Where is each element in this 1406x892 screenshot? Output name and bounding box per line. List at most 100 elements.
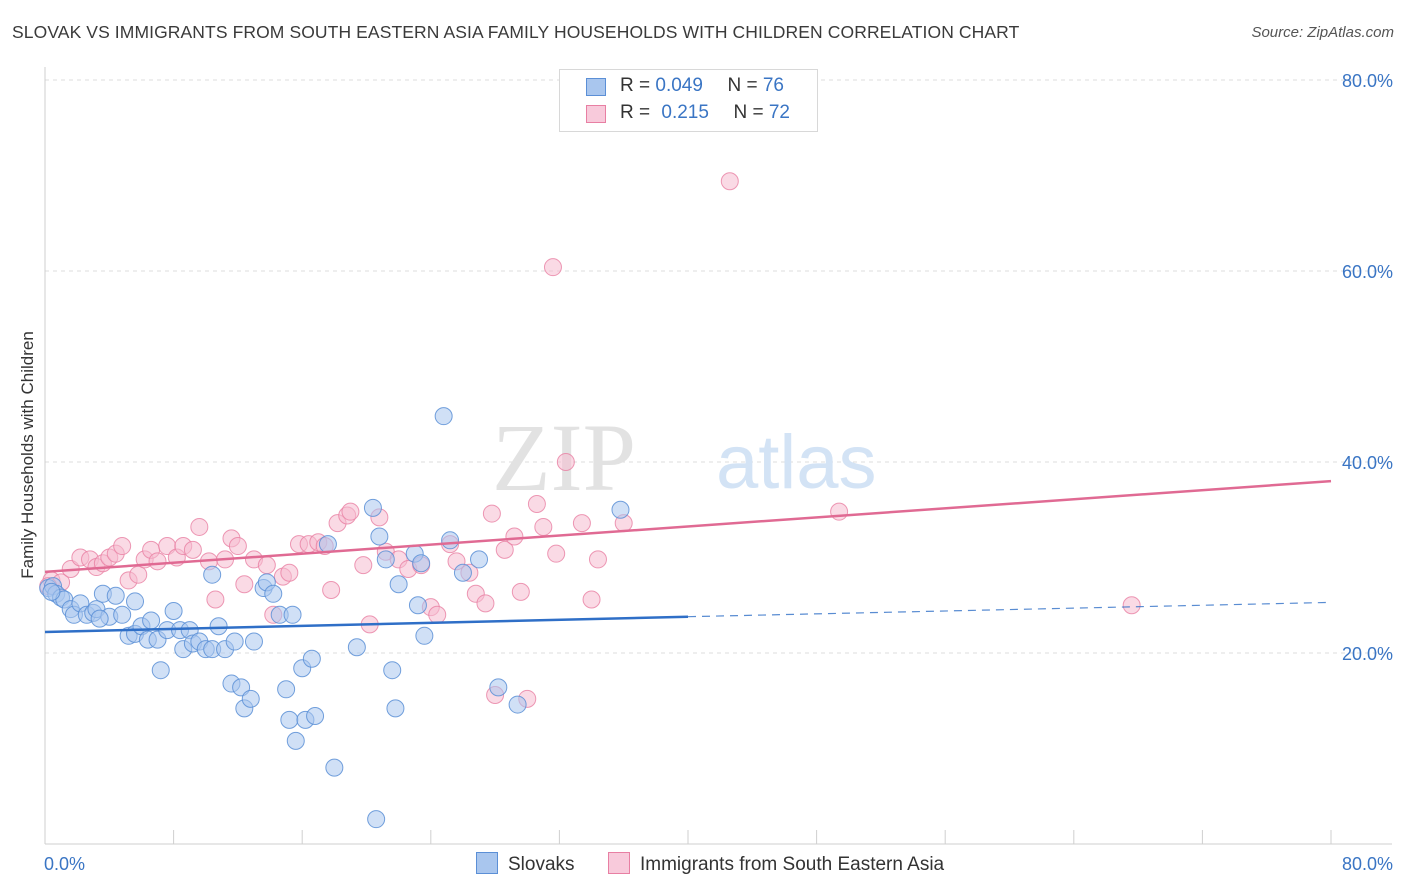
data-point-slovaks xyxy=(164,601,183,620)
tick-labels: 20.0% 40.0% 60.0% 80.0% 0.0% 80.0% xyxy=(44,71,1393,874)
data-point-slovaks xyxy=(280,710,299,729)
data-point-immigrants xyxy=(206,590,225,609)
data-point-immigrants xyxy=(495,540,514,559)
trend-line-immigrants xyxy=(44,479,1332,574)
data-point-immigrants xyxy=(572,514,591,533)
watermark: ZIP atlas xyxy=(492,404,877,511)
data-point-slovaks xyxy=(383,661,402,680)
data-point-slovaks xyxy=(232,678,251,697)
data-point-slovaks xyxy=(453,563,472,582)
data-point-slovaks xyxy=(376,550,395,569)
bottom-legend-label: Immigrants from South Eastern Asia xyxy=(640,854,945,875)
data-point-immigrants xyxy=(830,502,849,521)
legend-r-value: 0.215 xyxy=(661,102,709,123)
y-tick-label: 60.0% xyxy=(1342,262,1393,282)
data-point-immigrants xyxy=(588,550,607,569)
bottom-legend-slovaks: Slovaks xyxy=(476,852,575,876)
data-point-slovaks xyxy=(244,632,263,651)
data-point-immigrants xyxy=(476,594,495,613)
data-point-immigrants xyxy=(482,504,501,523)
data-point-slovaks xyxy=(42,582,61,601)
data-point-slovaks xyxy=(325,758,344,777)
watermark-atlas: atlas xyxy=(716,420,877,505)
data-point-immigrants xyxy=(556,453,575,471)
data-point-slovaks xyxy=(489,678,508,697)
legend-swatch-blue xyxy=(586,78,606,96)
data-point-slovaks xyxy=(283,605,302,624)
chart-title: SLOVAK VS IMMIGRANTS FROM SOUTH EASTERN … xyxy=(12,22,1020,42)
data-point-immigrants xyxy=(228,537,247,556)
legend-r-label: R = xyxy=(620,75,656,96)
legend-n-label: N = xyxy=(733,102,769,123)
bottom-legend-swatch-pink xyxy=(608,852,630,874)
data-point-slovaks xyxy=(367,810,386,829)
data-point-slovaks xyxy=(386,699,405,718)
stats-legend: R = 0.049 N = 76 R = 0.215 N = 72 xyxy=(559,69,818,132)
data-point-immigrants xyxy=(113,537,132,556)
data-point-immigrants xyxy=(354,556,373,575)
data-point-slovaks xyxy=(106,586,125,605)
bottom-legend-label: Slovaks xyxy=(508,854,575,875)
legend-n-value: 76 xyxy=(762,75,784,96)
data-point-immigrants xyxy=(280,563,299,582)
data-point-immigrants xyxy=(1122,596,1141,615)
data-point-slovaks xyxy=(347,638,366,657)
y-axis-label: Family Households with Children xyxy=(18,331,37,579)
data-point-slovaks xyxy=(434,407,453,426)
data-point-slovaks xyxy=(113,605,132,624)
data-point-slovaks xyxy=(302,649,321,668)
trend-lines xyxy=(44,479,1332,634)
data-point-slovaks xyxy=(363,498,382,517)
data-point-slovaks xyxy=(151,661,170,680)
data-point-immigrants xyxy=(190,517,209,536)
data-point-immigrants xyxy=(720,172,739,191)
y-tick-label: 80.0% xyxy=(1342,71,1393,91)
legend-n-value: 72 xyxy=(768,102,790,123)
data-point-slovaks xyxy=(415,626,434,645)
data-point-immigrants xyxy=(428,605,447,624)
legend-r-value: 0.049 xyxy=(655,75,703,96)
data-point-slovaks xyxy=(470,550,489,569)
data-point-immigrants xyxy=(534,517,553,536)
data-point-immigrants xyxy=(257,556,276,575)
trend-line-slovaks-extension xyxy=(687,601,1332,618)
data-point-slovaks xyxy=(203,565,222,584)
gridlines xyxy=(45,79,1392,654)
data-point-slovaks xyxy=(126,592,145,611)
y-tick-label: 40.0% xyxy=(1342,453,1393,473)
series-slovaks-points xyxy=(39,407,630,829)
bottom-legend-swatch-blue xyxy=(476,852,498,874)
data-point-immigrants xyxy=(582,590,601,609)
data-point-slovaks xyxy=(264,584,283,603)
data-point-slovaks xyxy=(318,535,337,554)
data-point-slovaks xyxy=(412,554,431,573)
data-point-slovaks xyxy=(241,689,260,708)
data-point-slovaks xyxy=(286,731,305,750)
data-point-slovaks xyxy=(306,707,325,726)
data-point-immigrants xyxy=(148,552,167,571)
data-point-immigrants xyxy=(543,258,562,277)
data-point-slovaks xyxy=(90,609,109,628)
bottom-legend-immigrants: Immigrants from South Eastern Asia xyxy=(608,852,944,876)
data-point-slovaks xyxy=(441,531,460,550)
data-point-slovaks xyxy=(225,632,244,651)
data-point-immigrants xyxy=(183,540,202,559)
y-tick-label: 20.0% xyxy=(1342,644,1393,664)
axes xyxy=(44,67,1392,845)
data-point-slovaks xyxy=(142,611,161,630)
data-point-immigrants xyxy=(341,502,360,521)
data-point-slovaks xyxy=(508,695,527,714)
data-point-immigrants xyxy=(235,575,254,594)
data-point-immigrants xyxy=(505,527,524,546)
data-point-slovaks xyxy=(389,575,408,594)
x-tick-label: 0.0% xyxy=(44,854,85,874)
data-point-immigrants xyxy=(511,582,530,601)
x-tick-label: 80.0% xyxy=(1342,854,1393,874)
data-point-slovaks xyxy=(277,680,296,699)
data-point-slovaks xyxy=(209,617,228,636)
data-point-slovaks xyxy=(611,500,630,519)
legend-swatch-pink xyxy=(586,105,606,123)
data-point-immigrants xyxy=(129,565,148,584)
data-point-immigrants xyxy=(527,495,546,514)
